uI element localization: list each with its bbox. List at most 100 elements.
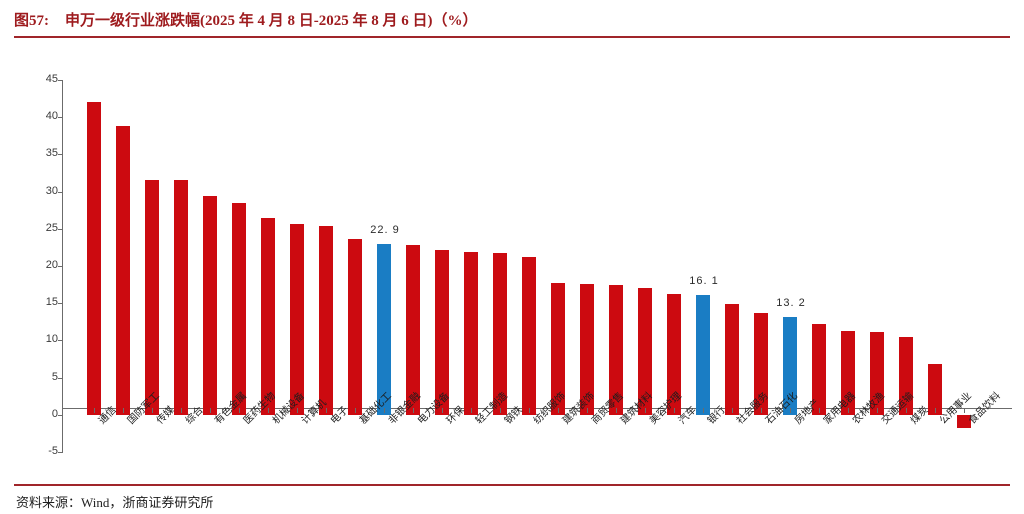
bar-slot[interactable] xyxy=(950,44,979,452)
y-axis-tick-label: 0 xyxy=(51,407,58,420)
y-axis-tick-mark xyxy=(58,414,63,416)
bar[interactable] xyxy=(493,252,507,415)
bar[interactable] xyxy=(696,295,710,415)
x-axis-tick-mark xyxy=(906,408,907,413)
bar-slot[interactable] xyxy=(573,44,602,452)
bar-slot[interactable] xyxy=(254,44,283,452)
source-note: 资料来源：Wind，浙商证券研究所 xyxy=(16,495,214,510)
bar-slot[interactable] xyxy=(602,44,631,452)
header-divider xyxy=(14,36,1010,38)
x-axis-tick-mark xyxy=(239,408,240,413)
bar[interactable] xyxy=(464,251,478,415)
bar-slot[interactable] xyxy=(399,44,428,452)
y-axis-tick-mark xyxy=(58,191,63,193)
bar[interactable] xyxy=(116,126,130,415)
bar-slot[interactable] xyxy=(283,44,312,452)
x-axis-tick-mark xyxy=(181,408,182,413)
bar[interactable] xyxy=(841,331,855,415)
x-axis-tick-mark xyxy=(587,408,588,413)
bar[interactable] xyxy=(406,245,420,415)
bar[interactable] xyxy=(870,332,884,415)
bar[interactable] xyxy=(174,179,188,415)
bar-slot[interactable] xyxy=(863,44,892,452)
y-axis-tick-label: 20 xyxy=(45,259,58,271)
bar-slot[interactable] xyxy=(805,44,834,452)
bar[interactable] xyxy=(551,283,565,415)
bar-slot[interactable] xyxy=(225,44,254,452)
bar-slot[interactable] xyxy=(892,44,921,452)
bar-slot[interactable] xyxy=(486,44,515,452)
bar-slot[interactable] xyxy=(109,44,138,452)
y-axis-tick-mark xyxy=(58,452,63,453)
y-axis-tick-mark xyxy=(58,266,63,267)
bar-slot[interactable] xyxy=(167,44,196,452)
x-axis-tick-mark xyxy=(558,408,559,413)
bar-slot[interactable] xyxy=(80,44,109,452)
bar-slot[interactable] xyxy=(196,44,225,452)
bar[interactable] xyxy=(435,250,449,415)
bar[interactable] xyxy=(348,239,362,415)
bar-series: 22. 9 16. 1 13. 2 xyxy=(62,44,1012,452)
bar[interactable] xyxy=(319,225,333,415)
x-axis-line xyxy=(62,408,1012,409)
bar[interactable] xyxy=(377,244,391,415)
bar-slot[interactable] xyxy=(834,44,863,452)
x-axis-tick-mark xyxy=(674,408,675,413)
bar[interactable] xyxy=(899,337,913,415)
bar[interactable] xyxy=(609,285,623,415)
y-axis-tick-label: 35 xyxy=(45,147,58,160)
bar[interactable] xyxy=(203,196,217,415)
y-axis-tick-label: 15 xyxy=(45,296,58,309)
bar-slot[interactable] xyxy=(341,44,370,452)
bar-slot[interactable] xyxy=(718,44,747,452)
bar-slot[interactable] xyxy=(457,44,486,452)
bar[interactable] xyxy=(725,303,739,415)
bar[interactable] xyxy=(522,257,536,415)
x-axis-tick-mark xyxy=(732,408,733,413)
bar[interactable] xyxy=(145,179,159,415)
bar-slot[interactable] xyxy=(138,44,167,452)
bar[interactable] xyxy=(638,288,652,415)
bar-slot[interactable]: 22. 9 xyxy=(370,44,399,452)
bar-slot[interactable] xyxy=(631,44,660,452)
x-axis-tick-mark xyxy=(761,408,762,413)
bar[interactable] xyxy=(667,293,681,415)
bar-slot[interactable]: 16. 1 xyxy=(689,44,718,452)
x-axis-tick-mark xyxy=(297,408,298,413)
x-axis-tick-mark xyxy=(935,408,936,413)
bar[interactable] xyxy=(754,312,768,415)
y-axis-tick-mark xyxy=(58,340,63,342)
bar-value-label: 16. 1 xyxy=(689,275,719,288)
x-axis-tick-mark xyxy=(848,408,849,413)
bar-value-label: 22. 9 xyxy=(370,224,400,237)
bar-slot[interactable] xyxy=(660,44,689,452)
y-axis-tick-label: 25 xyxy=(45,221,58,234)
bar-slot[interactable] xyxy=(544,44,573,452)
y-axis-tick-mark xyxy=(58,377,63,379)
bar-slot[interactable] xyxy=(428,44,457,452)
bar[interactable] xyxy=(232,202,246,415)
x-axis-tick-mark xyxy=(645,408,646,413)
bar-slot[interactable] xyxy=(747,44,776,452)
x-axis-tick-mark xyxy=(964,408,965,413)
y-axis-tick-label: -5 xyxy=(48,445,58,457)
bar[interactable] xyxy=(87,102,101,415)
bar[interactable] xyxy=(812,324,826,415)
bar[interactable] xyxy=(290,224,304,415)
figure-number: 图57: xyxy=(14,13,49,29)
bar-slot[interactable]: 13. 2 xyxy=(776,44,805,452)
bar[interactable] xyxy=(261,218,275,415)
bar[interactable] xyxy=(783,316,797,415)
x-axis-tick-mark xyxy=(355,408,356,413)
bar-slot[interactable] xyxy=(515,44,544,452)
bar[interactable] xyxy=(957,414,971,429)
bar[interactable] xyxy=(580,283,594,415)
y-axis-tick-mark xyxy=(58,117,63,119)
bar[interactable] xyxy=(928,364,942,415)
bar-slot[interactable] xyxy=(312,44,341,452)
bar-slot[interactable] xyxy=(921,44,950,452)
x-axis-tick-mark xyxy=(210,408,211,413)
x-axis-tick-mark xyxy=(326,408,327,413)
x-axis-tick-mark xyxy=(877,408,878,413)
